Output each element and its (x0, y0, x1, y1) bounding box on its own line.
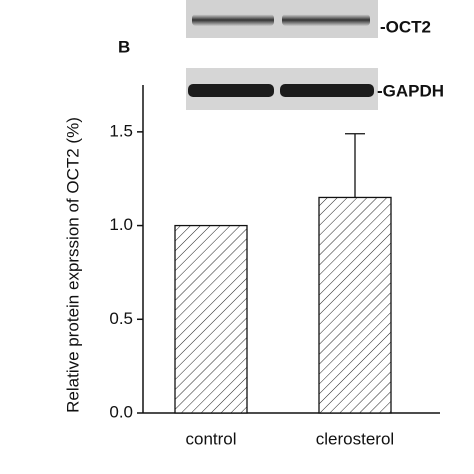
blot-label: -OCT2 (380, 17, 431, 36)
y-tick-label: 0.0 (109, 402, 133, 421)
blot-band (282, 14, 370, 26)
y-tick-label: 1.0 (109, 215, 133, 234)
bar (174, 224, 248, 414)
panel-label: B (118, 37, 130, 56)
blot-label: -GAPDH (377, 81, 444, 100)
y-axis-label: Relative protein exprssion of OCT2 (%) (63, 117, 82, 413)
y-tick-label: 0.5 (109, 309, 133, 328)
blot-images (186, 0, 378, 110)
bar (318, 196, 392, 414)
blot-band (192, 14, 274, 26)
x-tick-label: clerosterol (316, 429, 394, 448)
blot-band (280, 84, 374, 97)
y-tick-label: 1.5 (109, 121, 133, 140)
error-bar (345, 133, 365, 198)
blot-band (188, 84, 274, 97)
x-tick-label: control (185, 429, 236, 448)
